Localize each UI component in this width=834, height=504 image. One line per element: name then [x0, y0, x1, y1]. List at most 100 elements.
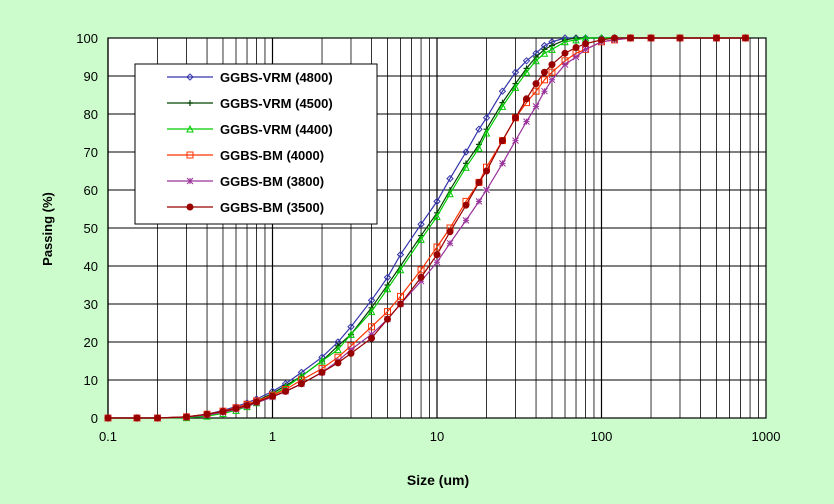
data-point	[187, 100, 193, 106]
data-point	[383, 308, 391, 316]
data-point	[397, 300, 405, 308]
data-point	[417, 220, 425, 228]
plot-layer: 0.1 1 10 100 1000 0 10 20 30 40 50 60 70 80 90 100 GGBS-…	[76, 31, 780, 444]
data-point	[383, 273, 392, 282]
legend-label: GGBS-BM (3500)	[220, 200, 324, 215]
data-point	[446, 174, 454, 183]
data-point	[347, 323, 355, 331]
data-point	[243, 401, 251, 409]
data-point	[232, 405, 240, 412]
x-tick-label: 1000	[752, 429, 781, 444]
data-point	[417, 235, 425, 243]
plot-border	[107, 37, 767, 419]
data-point	[475, 198, 483, 205]
data-point	[540, 76, 548, 84]
data-point	[511, 83, 520, 91]
y-tick-label: 20	[84, 335, 98, 350]
data-point	[483, 186, 490, 194]
data-point	[532, 103, 540, 110]
x-axis-label: Size (um)	[407, 472, 469, 488]
data-point	[182, 413, 190, 421]
data-point	[367, 296, 376, 304]
data-point	[548, 68, 556, 76]
x-tick-label: 100	[591, 429, 613, 444]
data-point	[417, 266, 425, 274]
data-point	[540, 49, 549, 57]
data-point	[548, 45, 556, 53]
x-tick-label: 0.1	[99, 429, 117, 444]
data-point	[186, 203, 194, 211]
legend-box	[134, 63, 378, 225]
tick-labels: 0.1 1 10 100 1000 0 10 20 30 40 50 60 70 80 90 100	[76, 31, 780, 444]
data-point	[253, 398, 261, 406]
y-tick-label: 90	[84, 69, 98, 84]
data-point	[499, 160, 506, 167]
data-point	[396, 250, 405, 259]
data-point	[446, 239, 454, 247]
legend-label: GGBS-VRM (4800)	[220, 70, 333, 85]
data-point	[186, 124, 194, 133]
data-point	[462, 163, 470, 171]
data-point	[676, 34, 684, 42]
data-point	[282, 387, 290, 395]
data-point	[417, 277, 425, 285]
legend-item: GGBS-BM (4000)	[167, 148, 324, 163]
data-point	[532, 56, 540, 65]
legend-label: GGBS-VRM (4500)	[220, 96, 333, 111]
data-point	[498, 137, 506, 145]
data-point	[347, 346, 355, 353]
data-point	[297, 380, 305, 388]
data-point	[318, 368, 326, 376]
data-point	[483, 167, 491, 175]
y-axis-label: Passing (%)	[40, 192, 55, 266]
data-point	[582, 40, 590, 48]
y-tick-label: 60	[84, 183, 98, 198]
legend-item: GGBS-BM (3800)	[167, 174, 324, 189]
data-point	[186, 177, 194, 185]
data-point	[368, 334, 376, 342]
data-point	[347, 330, 355, 338]
data-point	[433, 212, 441, 221]
legend-item: GGBS-VRM (4500)	[167, 96, 333, 111]
data-point	[512, 137, 519, 144]
data-point	[475, 125, 483, 133]
y-tick-label: 30	[84, 297, 98, 312]
legend-item: GGBS-VRM (4400)	[167, 122, 333, 137]
data-point	[532, 80, 540, 88]
data-point	[186, 151, 194, 159]
data-point	[433, 197, 441, 206]
data-point	[462, 217, 470, 224]
data-point	[626, 34, 634, 42]
legend: GGBS-VRM (4800) GGBS-VRM (4500) GGBS-VRM (…	[134, 63, 378, 225]
data-point	[522, 95, 530, 103]
data-point	[462, 148, 470, 156]
legend-label: GGBS-BM (4000)	[220, 148, 324, 163]
x-tick-label: 10	[430, 429, 444, 444]
data-point	[741, 34, 749, 42]
y-tick-label: 100	[76, 31, 98, 46]
data-point	[368, 331, 375, 338]
y-tick-label: 50	[84, 221, 98, 236]
y-tick-label: 40	[84, 259, 98, 274]
series-line	[108, 37, 746, 419]
data-point	[572, 53, 580, 61]
data-point	[522, 68, 531, 76]
legend-item: GGBS-VRM (4800)	[167, 70, 333, 85]
data-point	[561, 61, 569, 68]
data-point	[397, 292, 405, 300]
data-point	[446, 189, 454, 198]
data-point	[203, 410, 211, 418]
data-point	[523, 118, 530, 125]
data-point	[383, 284, 392, 293]
data-point	[561, 37, 569, 46]
data-point	[334, 345, 342, 354]
data-point	[297, 372, 306, 380]
y-tick-label: 70	[84, 145, 98, 160]
data-point	[334, 359, 342, 367]
data-point	[347, 349, 355, 357]
data-point	[511, 114, 519, 122]
data-point	[572, 44, 580, 51]
legend-label: GGBS-VRM (4400)	[220, 122, 333, 137]
